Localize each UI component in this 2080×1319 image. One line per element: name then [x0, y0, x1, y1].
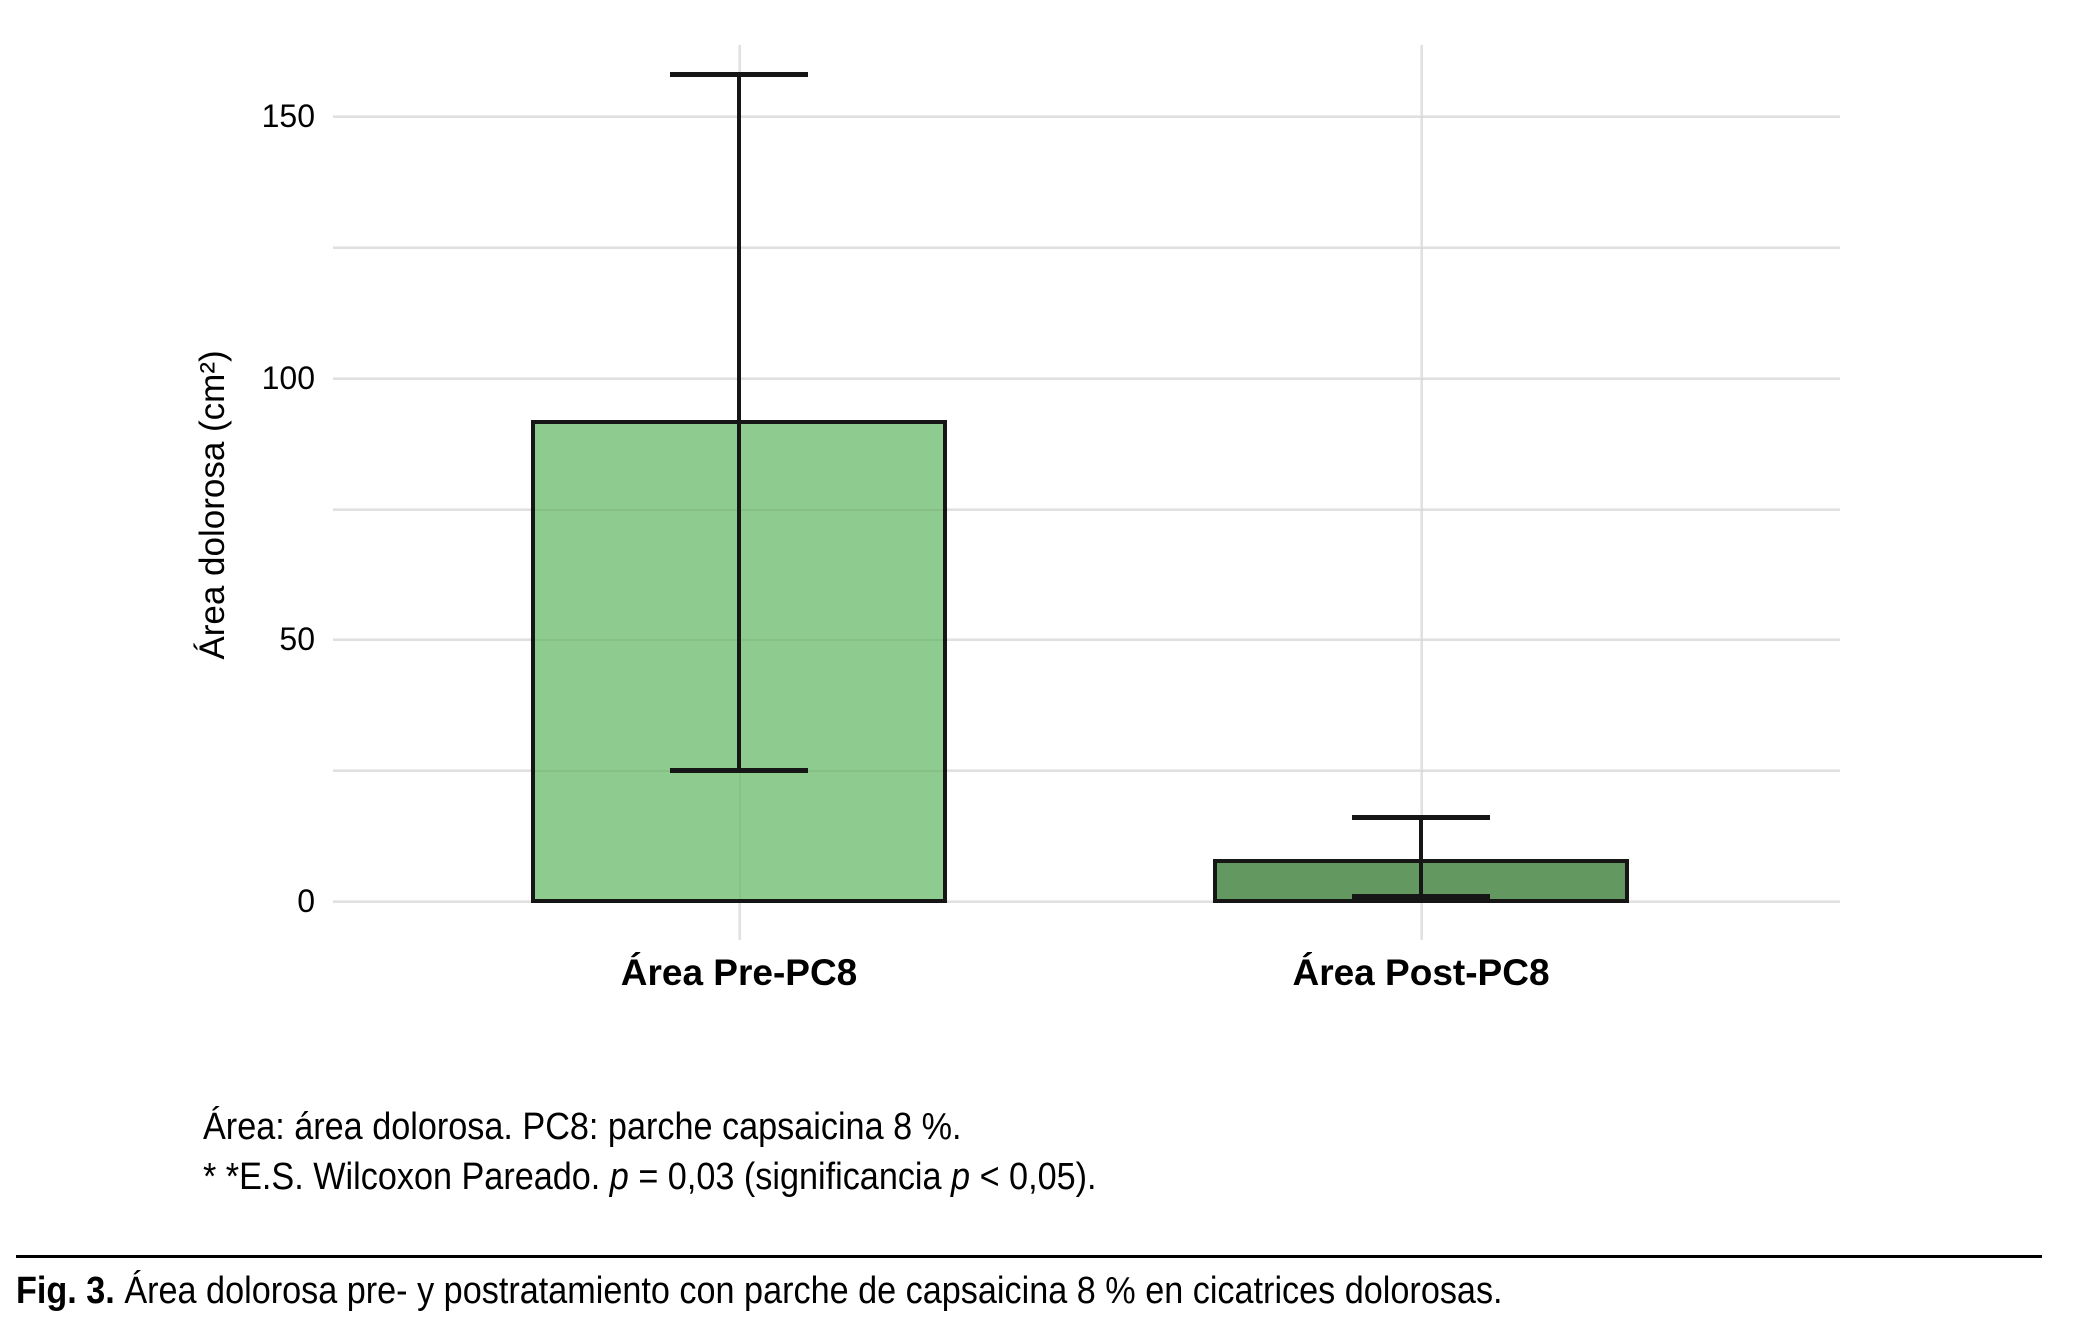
y-gridline-overlay: [333, 770, 1840, 773]
caption-divider-rule: [16, 1255, 2042, 1258]
error-bar-cap-bottom: [1352, 893, 1490, 899]
y-gridline: [333, 376, 1840, 380]
footnote-line-1: Área: área dolorosa. PC8: parche capsaic…: [203, 1106, 962, 1148]
error-bar-cap-bottom: [670, 768, 808, 774]
y-gridline-overlay: [333, 508, 1840, 511]
y-tick-label: 150: [261, 98, 315, 134]
y-gridline: [333, 115, 1840, 118]
x-gridline-overlay: [1421, 45, 1423, 940]
x-gridline: [1420, 45, 1423, 940]
error-bar-cap-top: [670, 72, 808, 78]
y-gridline: [333, 245, 1840, 249]
y-gridline: [333, 638, 1840, 642]
figure-caption-text: Área dolorosa pre- y postratamiento con …: [114, 1270, 1503, 1312]
footnote-line-2: * *E.S. Wilcoxon Pareado. p = 0,03 (sign…: [203, 1152, 1097, 1202]
footnote-p-symbol: p: [609, 1156, 629, 1198]
y-tick-label: 100: [261, 359, 315, 396]
error-bar-cap-top: [1352, 815, 1490, 821]
error-bar-line: [1419, 817, 1423, 896]
y-gridline-overlay: [333, 901, 1840, 903]
y-gridline-overlay: [333, 377, 1840, 380]
y-tick-label: 50: [279, 621, 315, 658]
chart-footnote: Área: área dolorosa. PC8: parche capsaic…: [203, 1102, 1097, 1202]
y-gridline-overlay: [333, 246, 1840, 249]
y-gridline: [333, 769, 1840, 773]
y-gridline: [333, 900, 1840, 903]
footnote-line2-seg3: < 0,05).: [970, 1156, 1097, 1198]
x-axis-label-post-pc8: Área Post-PC8: [1292, 952, 1550, 993]
figure-caption: Fig. 3. Área dolorosa pre- y postratamie…: [16, 1270, 1503, 1313]
figure-caption-label: Fig. 3.: [16, 1270, 115, 1312]
footnote-line2-seg2: = 0,03 (significancia: [628, 1156, 952, 1198]
footnote-p-symbol-2: p: [951, 1156, 971, 1198]
error-bar-line: [737, 74, 741, 771]
y-axis-title: Área dolorosa (cm²): [193, 350, 232, 660]
y-tick-label: 0: [297, 883, 315, 919]
x-axis-label-pre-pc8: Área Pre-PC8: [620, 952, 858, 993]
y-gridline-overlay: [333, 116, 1840, 118]
y-gridline: [333, 507, 1840, 511]
footnote-line2-seg1: * *E.S. Wilcoxon Pareado.: [203, 1156, 610, 1198]
y-gridline-overlay: [333, 639, 1840, 642]
